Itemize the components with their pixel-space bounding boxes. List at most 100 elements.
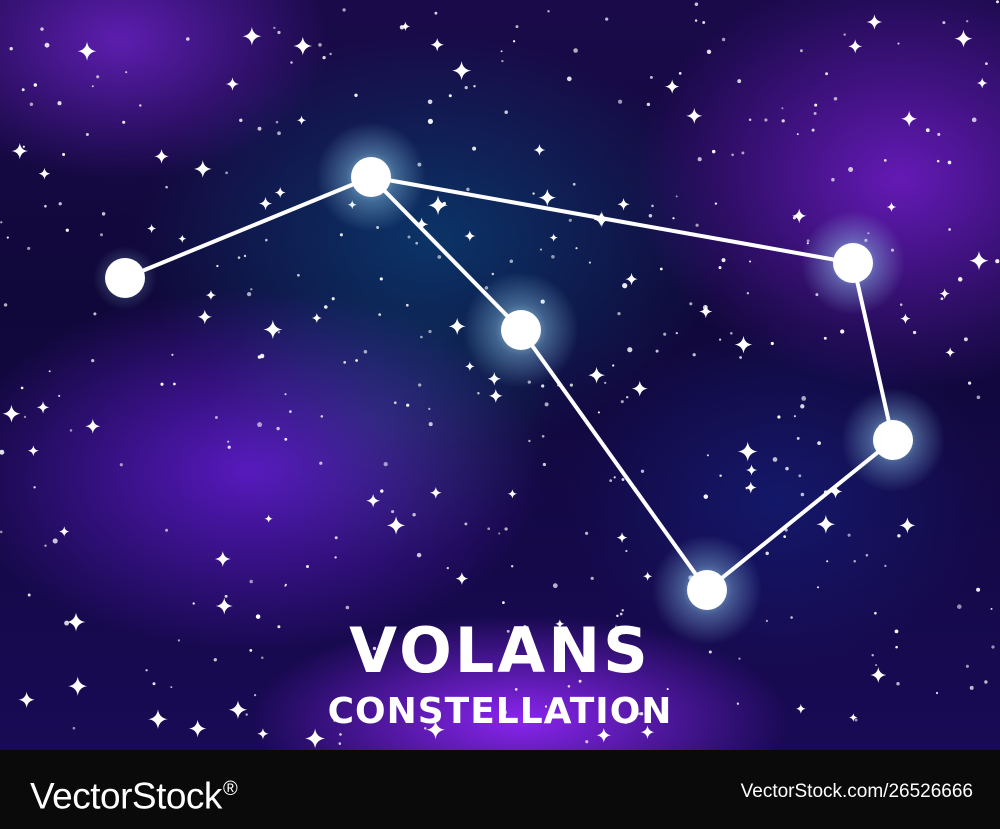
background-star — [277, 331, 281, 334]
background-star — [739, 356, 742, 359]
sparkle-star — [154, 148, 169, 164]
background-star — [976, 587, 981, 592]
background-star — [44, 42, 50, 48]
background-star — [542, 462, 547, 467]
background-star — [85, 133, 89, 136]
background-star — [648, 214, 653, 218]
background-star — [192, 602, 195, 605]
background-star — [284, 584, 287, 587]
background-star — [541, 384, 545, 388]
poster-subtitle: Constellation — [327, 691, 673, 732]
background-star — [666, 688, 669, 691]
background-star — [227, 440, 230, 443]
background-star — [0, 449, 5, 455]
background-star — [731, 153, 734, 157]
vectorstock-logo: VectorStock® — [30, 769, 238, 816]
background-star — [551, 255, 555, 259]
background-star — [702, 21, 706, 24]
background-star — [799, 49, 803, 53]
background-star — [27, 593, 31, 597]
background-star — [573, 48, 578, 53]
background-star — [379, 277, 383, 281]
sparkle-star — [311, 312, 322, 323]
background-star — [446, 566, 449, 570]
background-star — [380, 489, 384, 493]
background-star — [122, 120, 126, 124]
background-star — [329, 52, 332, 56]
background-star — [510, 564, 514, 568]
sparkle-star — [18, 691, 35, 708]
background-star — [406, 403, 410, 407]
background-star — [504, 527, 508, 531]
background-star — [853, 560, 856, 563]
sparkle-star — [197, 309, 213, 325]
background-star — [533, 667, 537, 671]
background-star — [646, 102, 651, 107]
background-star — [813, 112, 817, 115]
sparkle-star — [66, 612, 86, 632]
background-star — [721, 258, 726, 263]
background-star — [840, 329, 845, 334]
background-star — [619, 648, 622, 652]
background-star — [969, 685, 974, 690]
background-star — [895, 645, 898, 649]
background-star — [339, 733, 342, 736]
background-star — [284, 393, 287, 396]
background-star — [22, 145, 25, 148]
background-star — [801, 396, 807, 401]
background-star — [214, 416, 218, 419]
background-star — [62, 152, 66, 157]
poster-title: Volans — [349, 614, 651, 687]
background-star — [816, 586, 820, 589]
background-star — [566, 76, 572, 82]
background-star — [261, 656, 264, 659]
background-star — [101, 212, 106, 216]
sparkle-star — [900, 313, 911, 324]
background-star — [297, 273, 300, 277]
sparkle-star — [147, 223, 157, 233]
background-star — [749, 260, 752, 263]
background-star — [971, 117, 977, 123]
background-star — [697, 157, 702, 162]
background-star — [437, 255, 442, 259]
background-star — [619, 612, 623, 616]
background-star — [831, 177, 835, 182]
background-star — [871, 654, 874, 657]
background-star — [72, 726, 76, 730]
constellation-line — [705, 438, 895, 592]
background-star — [785, 466, 789, 471]
sparkle-star — [293, 36, 313, 56]
background-star — [897, 42, 900, 45]
background-star — [249, 579, 253, 584]
background-star — [620, 400, 624, 404]
sparkle-star — [264, 514, 273, 523]
sparkle-star — [954, 29, 973, 48]
background-star — [984, 680, 988, 684]
background-star — [532, 192, 535, 195]
background-star — [225, 171, 228, 175]
background-star — [448, 94, 452, 98]
background-star — [372, 646, 377, 651]
background-star — [91, 85, 94, 88]
background-star — [711, 149, 716, 154]
sparkle-star — [737, 441, 758, 462]
constellation-line — [123, 175, 373, 280]
background-star — [528, 439, 531, 443]
background-star — [239, 118, 243, 123]
background-star — [721, 37, 726, 42]
background-star — [675, 195, 678, 198]
background-star — [277, 131, 281, 136]
constellation-line — [369, 175, 855, 265]
background-star — [985, 62, 988, 65]
background-star — [622, 283, 628, 289]
sparkle-star — [426, 720, 445, 740]
sparkle-star — [274, 186, 286, 199]
sparkle-star — [430, 487, 442, 499]
sparkle-star — [188, 719, 207, 738]
sparkle-star — [258, 196, 273, 211]
background-star — [833, 96, 838, 101]
background-star — [925, 128, 930, 133]
background-star — [639, 711, 644, 716]
background-star — [473, 84, 476, 88]
